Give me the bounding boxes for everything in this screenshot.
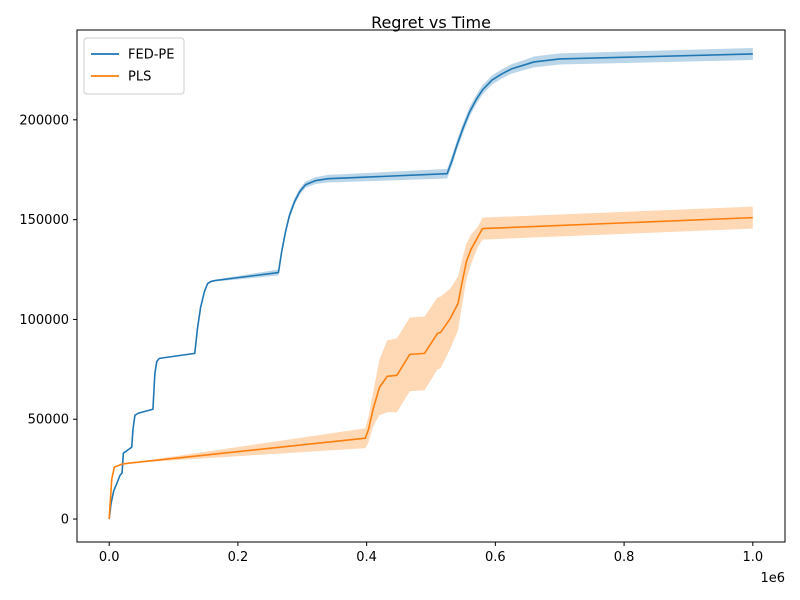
line-fed-pe <box>108 53 753 520</box>
legend-box <box>83 37 185 95</box>
x-axis-ticks: 0.0 0.2 0.4 0.6 0.8 1.0 <box>99 542 763 565</box>
y-tick-label: 100000 <box>19 313 69 328</box>
y-tick-label: 200000 <box>19 113 69 128</box>
series-lines <box>108 53 753 520</box>
line-pls <box>108 216 753 520</box>
x-tick-label: 1.0 <box>742 550 763 565</box>
y-tick-label: 150000 <box>19 213 69 228</box>
y-tick-label: 0 <box>61 513 69 528</box>
x-tick-label: 0.4 <box>356 550 377 565</box>
band-pls <box>109 206 753 520</box>
chart-title: Regret vs Time <box>371 13 491 32</box>
legend-label-fed-pe: FED-PE <box>128 48 174 63</box>
y-tick-label: 50000 <box>28 413 69 428</box>
x-tick-label: 0.8 <box>614 550 635 565</box>
legend-label-pls: PLS <box>128 70 151 85</box>
x-tick-label: 0.0 <box>99 550 120 565</box>
confidence-bands <box>109 47 753 520</box>
legend: FED-PE PLS <box>83 37 185 95</box>
plot-frame <box>76 29 786 543</box>
y-axis-ticks: 0 50000 100000 150000 200000 <box>19 113 77 528</box>
x-offset-label: 1e6 <box>760 571 785 586</box>
x-tick-label: 0.2 <box>228 550 249 565</box>
x-tick-label: 0.6 <box>485 550 506 565</box>
